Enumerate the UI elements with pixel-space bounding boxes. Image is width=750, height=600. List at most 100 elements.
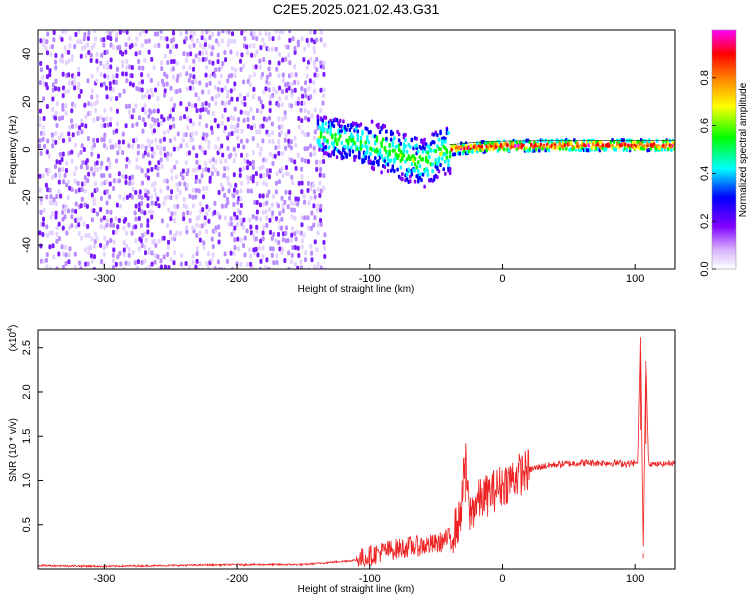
heatmap-cell — [68, 43, 72, 49]
heatmap-cell — [144, 30, 148, 34]
heatmap-cell — [68, 35, 72, 41]
heatmap-cell — [319, 37, 323, 43]
heatmap-cell — [264, 86, 268, 92]
heatmap-cell — [172, 146, 176, 152]
heatmap-cell — [153, 43, 157, 49]
heatmap-cell — [410, 162, 414, 167]
heatmap-cell — [628, 146, 632, 151]
heatmap-cell — [268, 108, 272, 114]
heatmap-cell — [153, 31, 157, 37]
heatmap-cell — [383, 145, 387, 150]
heatmap-cell — [166, 245, 170, 251]
heatmap-cell — [290, 232, 294, 238]
heatmap-cell — [54, 172, 58, 178]
heatmap-cell — [191, 225, 195, 231]
heatmap-cell — [118, 45, 122, 51]
heatmap-cell — [258, 165, 262, 171]
heatmap-cell — [240, 128, 244, 134]
heatmap-cell — [67, 80, 71, 86]
heatmap-cell — [274, 46, 278, 52]
heatmap-cell — [205, 123, 209, 129]
heatmap-cell — [191, 194, 195, 200]
heatmap-cell — [88, 110, 92, 116]
heatmap-cell — [319, 203, 323, 209]
heatmap-cell — [284, 189, 288, 195]
heatmap-cell — [42, 42, 46, 48]
heatmap-cell — [87, 49, 91, 55]
heatmap-cell — [280, 195, 284, 201]
heatmap-cell — [240, 30, 244, 36]
heatmap-cell — [93, 181, 97, 187]
heatmap-cell — [194, 130, 198, 136]
heatmap-cell — [217, 42, 221, 48]
heatmap-cell — [480, 144, 484, 149]
heatmap-cell — [324, 115, 328, 120]
heatmap-cell — [220, 182, 224, 188]
heatmap-cell — [223, 107, 227, 113]
heatmap-cell — [137, 115, 141, 121]
heatmap-cell — [83, 31, 87, 37]
heatmap-cell — [95, 160, 99, 166]
heatmap-cell — [213, 266, 217, 269]
heatmap-cell — [237, 246, 241, 252]
heatmap-cell — [135, 36, 139, 42]
heatmap-cell — [294, 196, 298, 202]
heatmap-cell — [208, 59, 212, 65]
heatmap-cell — [307, 117, 311, 123]
heatmap-cell — [194, 102, 198, 108]
heatmap-cell — [302, 232, 306, 238]
heatmap-cell — [64, 244, 68, 250]
heatmap-cell — [216, 171, 220, 177]
heatmap-cell — [211, 228, 215, 234]
heatmap-cell — [233, 81, 237, 87]
heatmap-cell — [397, 138, 401, 143]
heatmap-cell — [185, 30, 189, 35]
heatmap-cell — [100, 160, 104, 166]
heatmap-cell — [223, 251, 227, 257]
heatmap-cell — [52, 254, 56, 260]
heatmap-cell — [233, 86, 237, 92]
heatmap-cell — [397, 132, 401, 137]
heatmap-cell — [313, 194, 317, 200]
heatmap-cell — [105, 85, 109, 91]
heatmap-cell — [160, 114, 164, 120]
heatmap-cell — [203, 41, 207, 47]
heatmap-cell — [176, 146, 180, 152]
heatmap-cell — [179, 72, 183, 78]
heatmap-cell — [236, 236, 240, 242]
heatmap-cell — [281, 57, 285, 63]
heatmap-cell — [278, 210, 282, 216]
heatmap-cell — [105, 209, 109, 215]
heatmap-cell — [249, 31, 253, 37]
heatmap-cell — [85, 203, 89, 209]
heatmap-cell — [356, 133, 359, 138]
heatmap-cell — [226, 180, 230, 186]
heatmap-cell — [536, 139, 539, 144]
heatmap-cell — [267, 87, 271, 93]
heatmap-cell — [156, 254, 160, 260]
heatmap-cell — [417, 179, 420, 184]
heatmap-cell — [258, 151, 262, 157]
spectrogram-x-axis: -300 -200 -100 0 100 — [93, 264, 644, 285]
heatmap-cell — [319, 265, 323, 269]
heatmap-cell — [135, 164, 139, 170]
heatmap-cell — [428, 154, 431, 159]
heatmap-cell — [207, 167, 211, 173]
heatmap-cell — [130, 42, 134, 48]
heatmap-cell — [146, 73, 150, 79]
heatmap-cell — [133, 260, 137, 266]
heatmap-cell — [655, 138, 659, 143]
heatmap-cell — [265, 215, 269, 221]
heatmap-cell — [160, 60, 164, 66]
heatmap-cell — [106, 74, 110, 80]
heatmap-cell — [388, 149, 391, 154]
heatmap-cell — [143, 150, 147, 156]
heatmap-cell — [138, 31, 142, 37]
heatmap-cell — [81, 160, 85, 166]
heatmap-cell — [287, 52, 291, 58]
colorbar-label: Normalized spectral amplitude — [738, 82, 749, 217]
heatmap-cell — [77, 222, 81, 228]
heatmap-cell — [45, 224, 49, 230]
heatmap-cell — [293, 261, 297, 267]
heatmap-cell — [372, 166, 375, 171]
